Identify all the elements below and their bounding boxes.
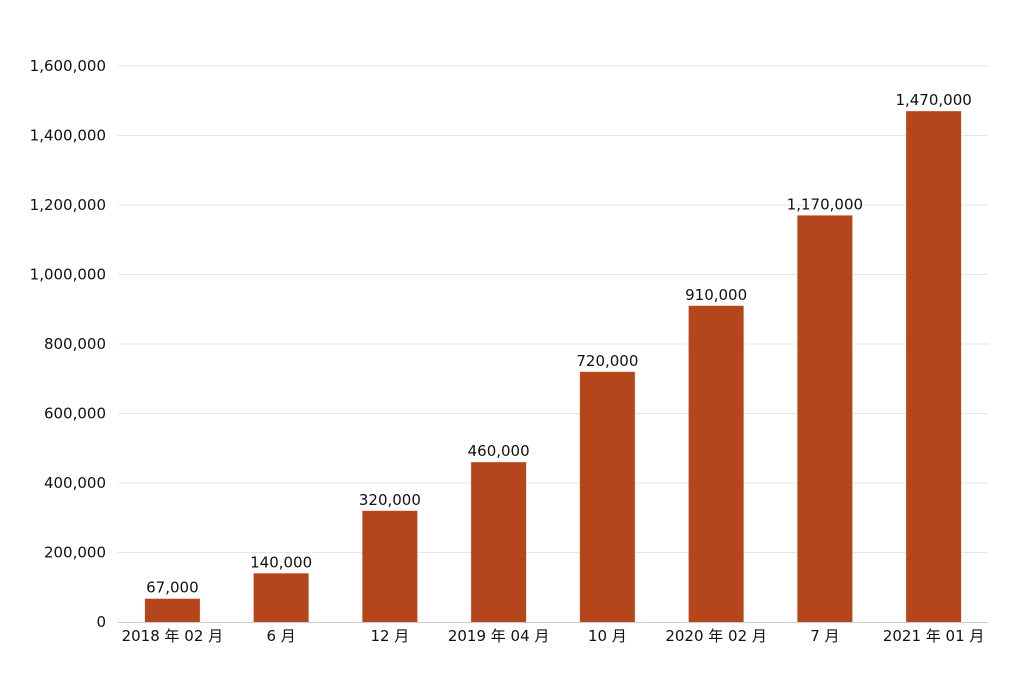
data-label: 67,000 (146, 579, 199, 597)
bar (906, 111, 962, 623)
x-category-label: 2021 年 01 月 (883, 627, 985, 645)
data-label: 320,000 (359, 491, 421, 509)
bar (579, 371, 635, 622)
x-category-label: 10 月 (588, 627, 627, 645)
bar (797, 215, 853, 623)
bar (253, 573, 309, 622)
gridlines (118, 65, 988, 553)
x-category-label: 2019 年 04 月 (448, 627, 550, 645)
bar (144, 598, 200, 622)
x-category-label: 12 月 (370, 627, 409, 645)
y-axis-tick-labels: 0 200,000 400,000 600,000 800,000 1,000,000 1,… (30, 57, 106, 631)
y-tick-label: 0 (96, 613, 106, 631)
data-label: 720,000 (576, 352, 638, 370)
data-labels: 67,000 140,000 320,000 460,000 720,000 910,00… (146, 91, 972, 597)
y-tick-label: 600,000 (44, 405, 106, 423)
x-category-label: 7 月 (810, 627, 839, 645)
x-category-label: 2018 年 02 月 (122, 627, 224, 645)
x-axis-category-labels: 2018 年 02 月 6 月 12 月 2019 年 04 月 10 月 2020 年 … (122, 627, 985, 645)
bar (471, 462, 527, 622)
x-category-label: 6 月 (266, 627, 295, 645)
y-tick-label: 800,000 (44, 335, 106, 353)
data-label: 460,000 (468, 442, 530, 460)
y-tick-label: 200,000 (44, 544, 106, 562)
data-label: 1,470,000 (895, 91, 971, 109)
x-category-label: 2020 年 02 月 (665, 627, 767, 645)
data-label: 140,000 (250, 553, 312, 571)
data-label: 1,170,000 (787, 195, 863, 213)
y-tick-label: 1,600,000 (30, 57, 106, 75)
y-tick-label: 400,000 (44, 474, 106, 492)
bar (688, 305, 744, 622)
y-tick-label: 1,000,000 (30, 266, 106, 284)
bar (362, 510, 418, 622)
data-label: 910,000 (685, 286, 747, 304)
bars (144, 111, 962, 623)
y-tick-label: 1,200,000 (30, 196, 106, 214)
y-tick-label: 1,400,000 (30, 127, 106, 145)
